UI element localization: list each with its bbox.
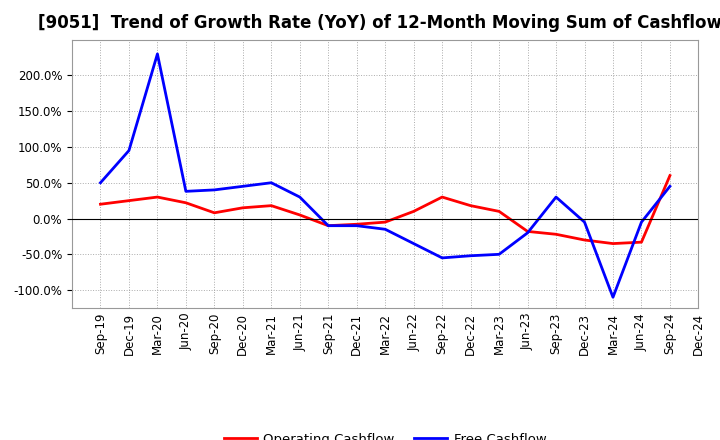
Operating Cashflow — [381, 220, 390, 225]
Title: [9051]  Trend of Growth Rate (YoY) of 12-Month Moving Sum of Cashflows: [9051] Trend of Growth Rate (YoY) of 12-… — [38, 15, 720, 33]
Free Cashflow — [210, 187, 219, 193]
Free Cashflow — [608, 295, 617, 300]
Free Cashflow — [438, 255, 446, 260]
Free Cashflow — [552, 194, 560, 200]
Free Cashflow — [238, 183, 247, 189]
Operating Cashflow — [580, 237, 589, 242]
Operating Cashflow — [495, 209, 503, 214]
Free Cashflow — [381, 227, 390, 232]
Operating Cashflow — [181, 200, 190, 205]
Operating Cashflow — [210, 210, 219, 216]
Operating Cashflow — [523, 229, 532, 234]
Free Cashflow — [295, 194, 304, 200]
Free Cashflow — [637, 220, 646, 225]
Line: Free Cashflow: Free Cashflow — [101, 54, 670, 297]
Free Cashflow — [410, 241, 418, 246]
Free Cashflow — [324, 223, 333, 228]
Operating Cashflow — [637, 239, 646, 245]
Operating Cashflow — [125, 198, 133, 203]
Free Cashflow — [352, 223, 361, 228]
Free Cashflow — [467, 253, 475, 258]
Operating Cashflow — [552, 231, 560, 237]
Free Cashflow — [495, 252, 503, 257]
Free Cashflow — [580, 220, 589, 225]
Operating Cashflow — [295, 213, 304, 218]
Operating Cashflow — [153, 194, 162, 200]
Operating Cashflow — [665, 173, 674, 178]
Operating Cashflow — [438, 194, 446, 200]
Operating Cashflow — [96, 202, 105, 207]
Free Cashflow — [96, 180, 105, 185]
Free Cashflow — [665, 183, 674, 189]
Line: Operating Cashflow: Operating Cashflow — [101, 176, 670, 244]
Free Cashflow — [267, 180, 276, 185]
Free Cashflow — [523, 230, 532, 235]
Operating Cashflow — [467, 203, 475, 208]
Operating Cashflow — [238, 205, 247, 210]
Operating Cashflow — [352, 222, 361, 227]
Operating Cashflow — [267, 203, 276, 208]
Free Cashflow — [125, 148, 133, 153]
Legend: Operating Cashflow, Free Cashflow: Operating Cashflow, Free Cashflow — [218, 427, 552, 440]
Free Cashflow — [153, 51, 162, 57]
Operating Cashflow — [608, 241, 617, 246]
Operating Cashflow — [324, 223, 333, 228]
Operating Cashflow — [410, 209, 418, 214]
Free Cashflow — [181, 189, 190, 194]
